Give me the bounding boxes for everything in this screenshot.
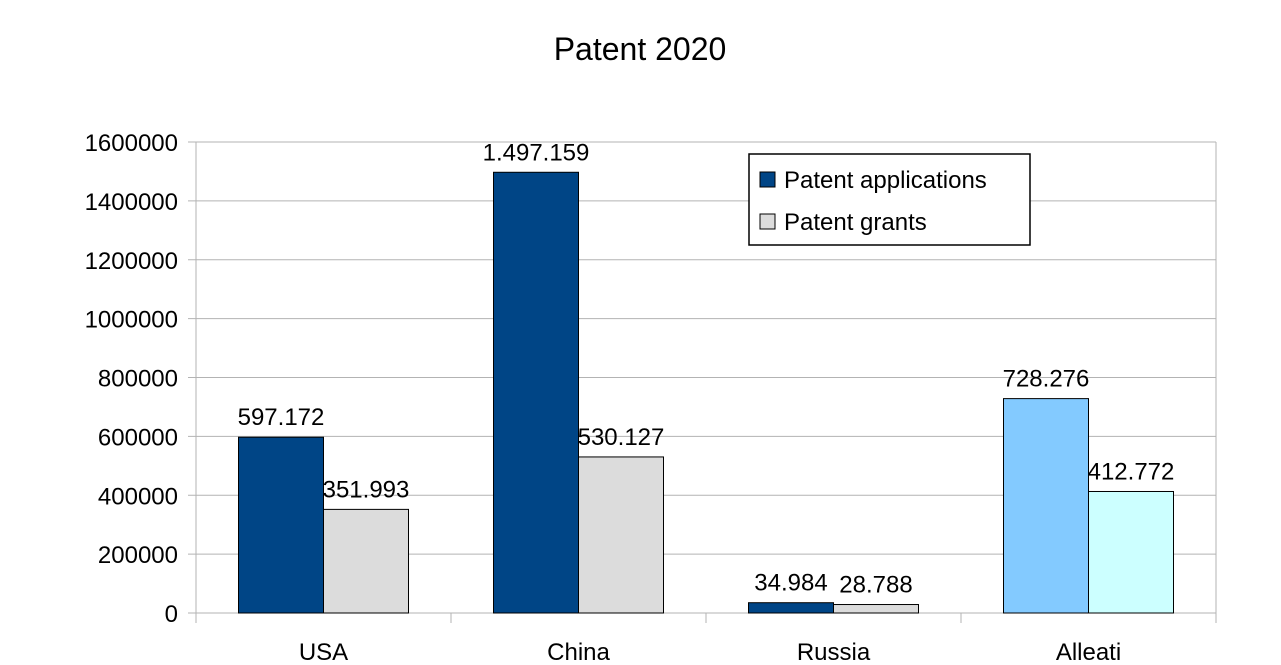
x-category-label: Alleati — [1056, 639, 1121, 665]
legend-swatch-grants — [759, 213, 776, 230]
x-category-label: USA — [299, 639, 348, 665]
data-label: 28.788 — [839, 572, 912, 599]
y-tick-label: 200000 — [98, 542, 178, 569]
bar-alleati-applications — [1003, 398, 1089, 614]
y-tick-label: 1400000 — [85, 189, 178, 216]
y-tick-label: 800000 — [98, 366, 178, 393]
y-tick-label: 1600000 — [85, 130, 178, 157]
x-category-label: China — [547, 639, 610, 665]
bar-china-applications — [493, 171, 579, 614]
legend-box — [748, 153, 1031, 246]
bar-china-grants — [578, 456, 664, 614]
legend: Patent applications Patent grants — [748, 153, 1031, 246]
legend-label-applications: Patent applications — [784, 167, 987, 194]
y-tick-label: 0 — [165, 601, 178, 628]
data-label: 728.276 — [1003, 366, 1090, 393]
bar-alleati-grants — [1088, 490, 1174, 614]
data-labels: 597.172 351.993 1.497.159 530.127 34.984 28.7… — [238, 139, 1175, 598]
bar-usa-grants — [323, 508, 409, 614]
data-label: 351.993 — [323, 476, 410, 503]
data-label: 530.127 — [578, 424, 665, 451]
legend-swatch-applications — [759, 171, 776, 188]
bar-russia-applications — [748, 602, 834, 614]
bar-russia-grants — [833, 604, 919, 614]
y-tick-label: 600000 — [98, 424, 178, 451]
category-labels: USA China Russia Alleati — [299, 639, 1121, 665]
y-tick-label: 400000 — [98, 483, 178, 510]
bars — [238, 171, 1174, 614]
chart-title: Patent 2020 — [554, 31, 727, 67]
data-label: 1.497.159 — [483, 139, 590, 166]
legend-label-grants: Patent grants — [784, 209, 927, 236]
data-label: 412.772 — [1088, 458, 1175, 485]
y-tick-label: 1000000 — [85, 307, 178, 334]
y-axis-ticks: 0 200000 400000 600000 800000 1000000 1200000 1… — [85, 130, 196, 628]
bar-usa-applications — [238, 436, 324, 614]
data-label: 34.984 — [754, 570, 827, 597]
y-tick-label: 1200000 — [85, 248, 178, 275]
data-label: 597.172 — [238, 404, 325, 431]
x-category-label: Russia — [797, 639, 871, 665]
